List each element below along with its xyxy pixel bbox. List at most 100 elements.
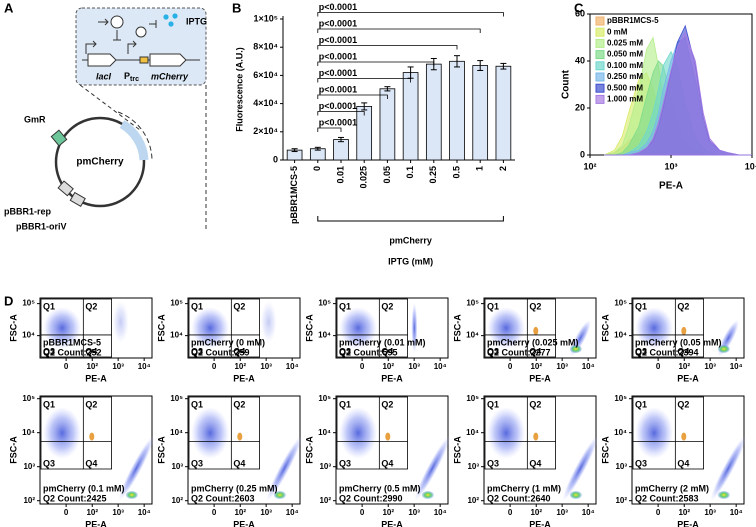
quadrant-label: Q4	[233, 458, 245, 468]
density-cloud	[562, 435, 599, 501]
x-axis-label: PE-A	[677, 519, 699, 527]
density-cloud	[191, 407, 230, 459]
bar	[495, 65, 512, 161]
y-tick-label: 10²	[467, 496, 479, 505]
density-core	[273, 491, 286, 499]
count-label: Q2 Count:2583	[635, 493, 699, 503]
x-tick-label: 0	[360, 362, 365, 371]
legend-swatch	[595, 38, 605, 48]
promoter-label: Ptrc	[124, 71, 139, 82]
promoter-arrow	[127, 40, 137, 54]
laci-protein	[110, 15, 124, 29]
density-cloud	[414, 435, 451, 501]
legend-swatch	[595, 16, 605, 26]
x-tick-label: 10³	[408, 508, 420, 517]
promoter-arrow	[85, 40, 97, 54]
density-cloud	[43, 307, 82, 349]
quadrant-label: Q3	[487, 346, 499, 356]
y-tick-label: 6×10⁴	[253, 70, 278, 80]
x-tick-label: 0	[64, 362, 69, 371]
quadrant-label: Q1	[487, 301, 499, 311]
quadrant-label: Q3	[43, 346, 55, 356]
y-axis-label: FSC-A	[600, 314, 610, 342]
x-tick-label: 10⁴	[434, 508, 447, 517]
y-tick-label: 10²	[319, 496, 331, 505]
x-axis-label: PE-A	[529, 519, 551, 527]
x-tick-label: 10⁴	[730, 508, 743, 517]
bar	[402, 72, 419, 161]
iptg-dot	[163, 14, 169, 20]
x-tick-label: 10³	[704, 362, 716, 371]
legend-label: 0.500 mM	[607, 83, 643, 92]
quadrant-label: Q4	[381, 346, 393, 356]
quadrant-label: Q2	[233, 399, 245, 409]
panel-letter: D	[4, 293, 13, 308]
promoter-sub: trc	[130, 76, 139, 83]
sample-label: pBBR1MCS-5	[43, 337, 101, 347]
x-axis-label: IPTG (mM)	[388, 256, 433, 266]
x-tick-label: 0	[212, 508, 217, 517]
iptg-label: IPTG	[186, 16, 207, 26]
x-tick-label: 10²	[234, 508, 246, 517]
gmr-gene	[50, 129, 68, 147]
gene-laci	[87, 53, 117, 67]
density-cloud	[112, 301, 129, 343]
y-tick-label: 0	[273, 154, 278, 164]
legend-label: 0.100 mM	[607, 61, 643, 70]
quadrant-label: Q1	[43, 399, 55, 409]
x-tick-label: 0.05	[382, 166, 392, 184]
insert-region	[119, 120, 149, 161]
y-tick-label: 10²	[23, 496, 35, 505]
x-axis-label: PE-A	[677, 373, 699, 383]
x-tick-label: 0	[508, 362, 513, 371]
x-tick-label: 0.025	[359, 166, 369, 189]
quadrant-label: Q2	[677, 399, 689, 409]
panel-letter: C	[574, 0, 584, 15]
density-cloud	[118, 435, 155, 501]
y-tick-label: 1×10⁵	[254, 13, 279, 23]
y-tick-label: 10⁵	[318, 299, 331, 308]
quadrant-label: Q4	[233, 346, 245, 356]
count-label: Q2 Count:259	[191, 347, 250, 357]
x-tick-label: 0.25	[428, 166, 438, 184]
significance-bracket	[317, 28, 481, 33]
x-tick-label: 0	[312, 166, 322, 171]
y-axis-label: Fluorescence (A.U.)	[234, 47, 244, 132]
y-axis-label: FSC-A	[304, 436, 314, 464]
x-tick-label: 10³	[704, 508, 716, 517]
significance-bracket	[317, 12, 504, 17]
legend-swatch	[595, 61, 605, 71]
density-cloud	[710, 435, 747, 501]
x-tick-label: 10⁴	[138, 362, 151, 371]
quadrant-label: Q2	[529, 301, 541, 311]
density-cloud	[260, 301, 277, 343]
x-tick-label: 10³	[260, 362, 272, 371]
x-tick-label: 10²	[530, 508, 542, 517]
quadrant-label: Q4	[85, 458, 97, 468]
y-tick-label: 10⁴	[614, 428, 627, 437]
panel-letter: B	[232, 0, 241, 15]
significance-label: p<0.0001	[319, 68, 357, 78]
x-tick-label: 10³	[112, 362, 124, 371]
significance-label: p<0.0001	[319, 84, 357, 94]
density-core	[125, 491, 138, 499]
quadrant-label: Q3	[191, 346, 203, 356]
sample-label: pmCherry (2 mM)	[635, 483, 709, 493]
x-tick-label: 0	[212, 362, 217, 371]
density-cloud	[43, 407, 82, 459]
count-label: Q2 Count:2394	[635, 347, 699, 357]
legend-swatch	[595, 94, 605, 104]
y-tick-label: 2×10⁴	[253, 126, 278, 136]
quadrant-label: Q4	[381, 458, 393, 468]
x-tick-label: 10⁴	[582, 362, 595, 371]
x-tick-label: 10³	[556, 508, 568, 517]
significance-label: p<0.0001	[319, 51, 357, 61]
zoom-line	[79, 84, 141, 131]
y-axis-label: FSC-A	[452, 314, 462, 342]
density-cloud	[635, 407, 674, 459]
x-tick-label: 10²	[678, 508, 690, 517]
sample-label: pmCherry (0.1 mM)	[43, 483, 125, 493]
bar	[425, 63, 442, 161]
y-axis-label: FSC-A	[452, 436, 462, 464]
x-tick-label: 0	[360, 508, 365, 517]
